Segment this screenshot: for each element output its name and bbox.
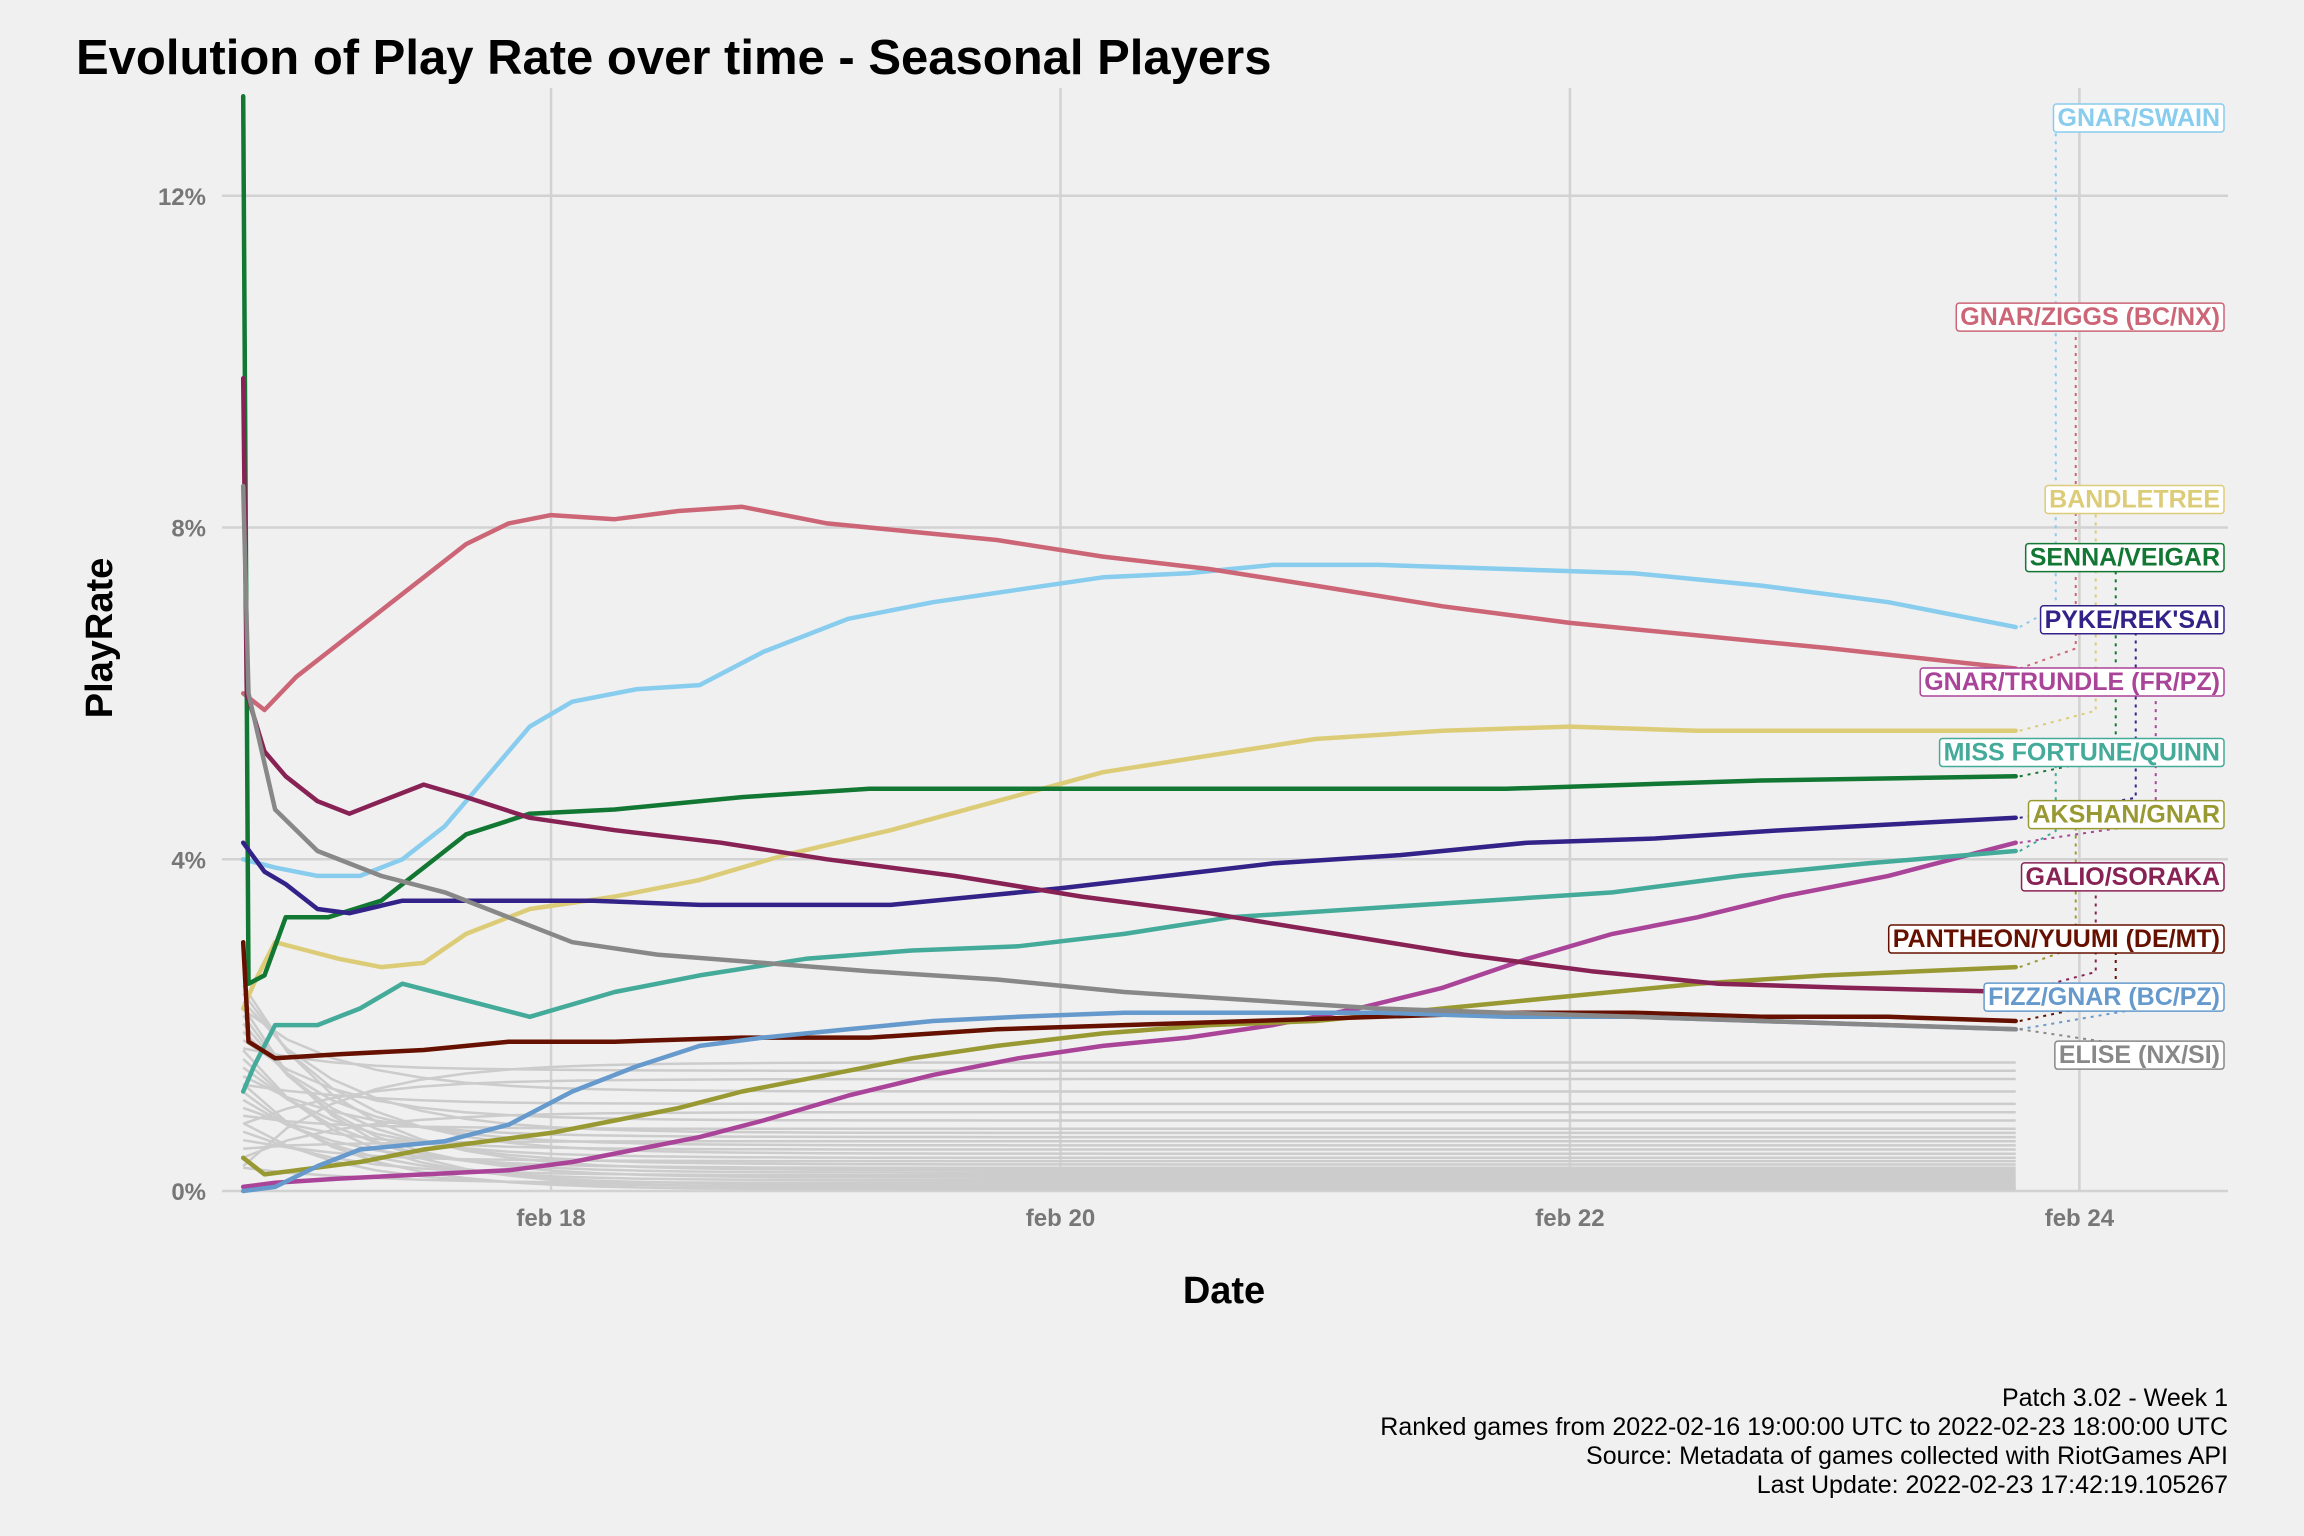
series-label-box-7 (2027, 799, 2225, 830)
y-tick-label-3: 12% (158, 184, 206, 211)
series-label-box-4 (2039, 605, 2225, 635)
background-series-line (242, 1008, 2016, 1093)
x-tick-label-1: feb 20 (1026, 1205, 1095, 1232)
y-tick-label-2: 8% (171, 516, 206, 543)
series-line-6 (240, 848, 2018, 1094)
series-label-5: GNAR/TRUNDLE (FR/PZ) (1924, 668, 2220, 696)
series-line-0 (240, 562, 2018, 879)
background-series-line (242, 1022, 2016, 1166)
series-label-2: BANDLETREE (2049, 486, 2220, 514)
series-label-9: PANTHEON/YUUMI (DE/MT) (1893, 925, 2220, 953)
y-axis-ticks: 0% 4% 8% 12% (158, 184, 206, 1206)
x-axis-label: Date (1183, 1270, 1265, 1312)
background-series-line (243, 1114, 2016, 1131)
x-tick-label-0: feb 18 (516, 1205, 585, 1232)
series-line-7 (240, 964, 2018, 1177)
series-line-11 (240, 483, 2018, 1032)
background-series-line (242, 1090, 2016, 1182)
series-lines (240, 94, 2018, 1194)
series-label-box-2 (2044, 484, 2225, 515)
series-label-3: SENNA/VEIGAR (2030, 544, 2220, 572)
background-series-line (242, 1061, 2016, 1168)
series-line-5 (240, 840, 2018, 1190)
series-line-8 (240, 376, 2018, 995)
background-series-line (243, 1083, 2016, 1106)
background-series-line (242, 984, 2016, 1172)
series-label-box-10 (1983, 982, 2225, 1012)
caption-patch: Patch 3.02 - Week 1 (2001, 1384, 2228, 1412)
series-label-0: GNAR/SWAIN (2058, 104, 2221, 132)
label-leader-2 (2019, 512, 2097, 732)
series-label-11: ELISE (NX/SI) (2059, 1041, 2220, 1069)
background-series-line (242, 1130, 2016, 1177)
background-series-line (242, 1106, 2016, 1151)
series-label-box-9 (1887, 924, 2225, 954)
series-label-1: GNAR/ZIGGS (BC/NX) (1960, 303, 2220, 331)
background-series-line (242, 1039, 2016, 1122)
background-series-line (242, 992, 2016, 1155)
series-line-1 (240, 504, 2018, 713)
caption-update: Last Update: 2022-02-23 17:42:19.105267 (1756, 1471, 2228, 1499)
label-leader-10 (2019, 1008, 2137, 1031)
chart-caption: Patch 3.02 - Week 1 Ranked games from 20… (1380, 1384, 2228, 1500)
background-series-line (242, 1110, 2016, 1159)
series-line-2 (240, 724, 2018, 1011)
caption-source: Source: Metadata of games collected with… (1586, 1442, 2228, 1470)
series-label-box-0 (2052, 103, 2225, 133)
series-line-3 (240, 94, 2018, 986)
series-label-box-11 (2054, 1040, 2225, 1070)
background-series-line (242, 1030, 2016, 1147)
series-label-box-3 (2024, 542, 2225, 573)
series-line-9 (240, 939, 2018, 1061)
chart-title: Evolution of Play Rate over time - Seaso… (76, 31, 1272, 85)
series-line-10 (240, 1010, 2018, 1194)
y-tick-label-1: 4% (171, 847, 206, 874)
series-label-4: PYKE/REK'SAI (2045, 606, 2220, 634)
series-label-10: FIZZ/GNAR (BC/PZ) (1988, 983, 2220, 1011)
series-label-box-8 (2020, 862, 2225, 892)
series-label-box-1 (1955, 302, 2225, 332)
background-series-line (242, 1047, 2016, 1072)
x-axis-ticks: feb 18 feb 20 feb 22 feb 24 (516, 1205, 2114, 1232)
label-leader-6 (2019, 765, 2057, 852)
background-series-line (242, 1083, 2016, 1191)
caption-range: Ranked games from 2022-02-16 19:00:00 UT… (1380, 1413, 2228, 1441)
series-labels: GNAR/SWAIN GNAR/ZIGGS (BC/NX) BANDLETREE SE… (1887, 103, 2225, 1070)
y-axis-label: PlayRate (79, 558, 121, 719)
series-label-box-5 (1919, 667, 2225, 697)
series-label-7: AKSHAN/GNAR (2033, 801, 2221, 829)
background-series-line (242, 1014, 2016, 1179)
x-tick-label-3: feb 24 (2045, 1205, 2115, 1232)
background-series (242, 984, 2016, 1191)
x-tick-label-2: feb 22 (1535, 1205, 1604, 1232)
background-series-line (242, 1066, 2016, 1160)
background-series-line (242, 1000, 2016, 1135)
background-series-line (243, 1139, 2016, 1151)
background-series-line (242, 1006, 2016, 1189)
background-series-line (242, 1077, 2016, 1125)
series-label-8: GALIO/SORAKA (2026, 863, 2220, 891)
series-label-6: MISS FORTUNE/QUINN (1944, 738, 2220, 766)
series-line-4 (240, 815, 2018, 916)
y-tick-label-0: 0% (171, 1179, 206, 1206)
series-label-box-6 (1938, 737, 2225, 768)
